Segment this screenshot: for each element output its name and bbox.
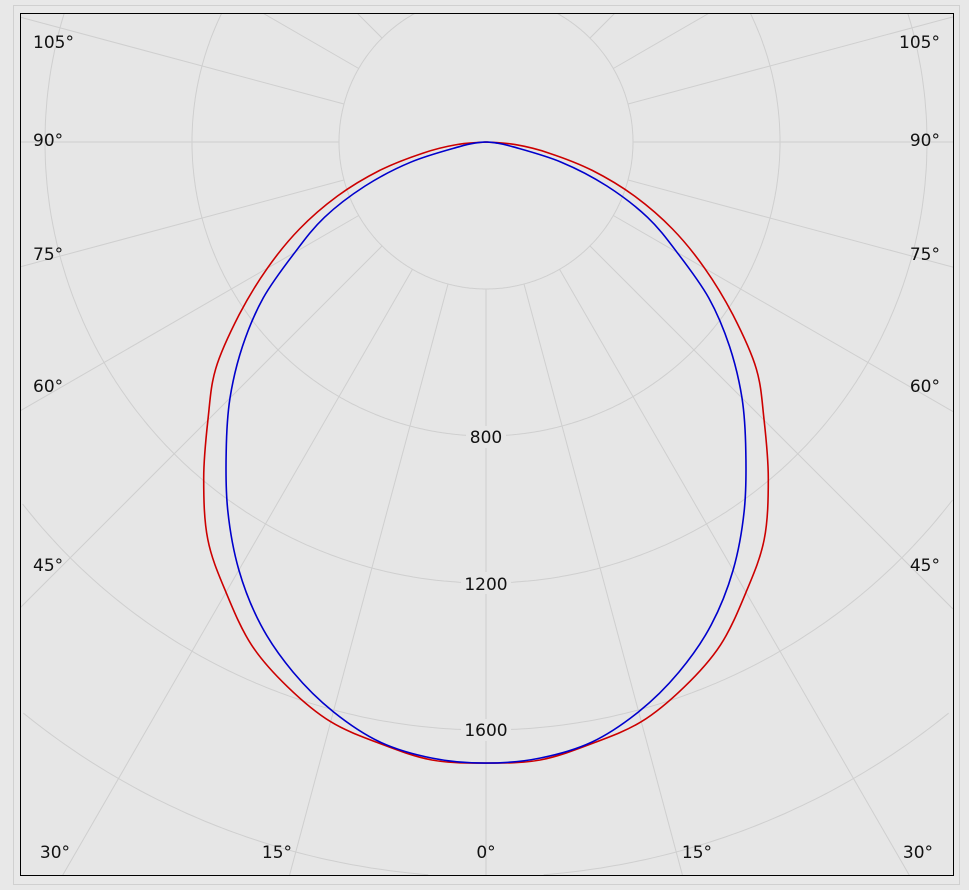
angle-label: 30° bbox=[903, 843, 933, 863]
radial-label-bg bbox=[466, 426, 506, 448]
series-group bbox=[202, 141, 770, 764]
angle-label: 90° bbox=[33, 131, 63, 151]
grid-spoke bbox=[559, 269, 910, 875]
angle-label: 30° bbox=[40, 843, 70, 863]
grid-spoke bbox=[613, 13, 710, 69]
grid-spoke bbox=[20, 215, 359, 412]
angle-label: 60° bbox=[33, 377, 63, 397]
grid-spoke bbox=[20, 16, 345, 105]
grid-circle bbox=[23, 712, 949, 875]
grid-circle bbox=[338, 13, 634, 290]
plot-frame bbox=[20, 13, 954, 876]
grid-spoke bbox=[613, 215, 953, 413]
grid-spoke bbox=[289, 283, 449, 875]
angle-label: 105° bbox=[899, 33, 940, 53]
angle-label: 45° bbox=[33, 556, 63, 576]
angle-labels: 105° 90° 75° 60° 45° 30° 15° 0° 15° 30° … bbox=[33, 33, 940, 863]
angle-label: 15° bbox=[682, 843, 712, 863]
angle-label: 0° bbox=[476, 843, 495, 863]
radial-labels: 800 1200 1600 bbox=[461, 426, 511, 741]
grid-spoke bbox=[589, 245, 953, 610]
grid-spoke bbox=[627, 16, 953, 105]
angle-label: 90° bbox=[910, 131, 940, 151]
grid-spoke bbox=[589, 13, 616, 39]
angle-label: 105° bbox=[33, 33, 74, 53]
grid-spoke bbox=[20, 245, 383, 609]
grid-spoke bbox=[20, 179, 345, 268]
chart-outer-frame bbox=[13, 5, 960, 885]
radial-tick-label: 800 bbox=[470, 428, 502, 448]
grid-spoke bbox=[523, 283, 683, 875]
grid-spoke bbox=[262, 13, 359, 69]
radial-label-bg bbox=[461, 719, 511, 741]
grid-spoke bbox=[356, 13, 383, 39]
grid-spoke bbox=[62, 269, 413, 875]
angle-label: 45° bbox=[910, 556, 940, 576]
radial-label-bg bbox=[461, 572, 511, 594]
grid-circle bbox=[44, 13, 928, 584]
series-line-2 bbox=[225, 141, 747, 764]
angle-label: 75° bbox=[33, 245, 63, 265]
radial-tick-label: 1600 bbox=[464, 721, 507, 741]
radial-tick-label: 1200 bbox=[464, 575, 507, 595]
angle-label: 15° bbox=[262, 843, 292, 863]
angle-label: 60° bbox=[910, 377, 940, 397]
angle-label: 75° bbox=[910, 245, 940, 265]
grid-spoke bbox=[627, 179, 953, 268]
